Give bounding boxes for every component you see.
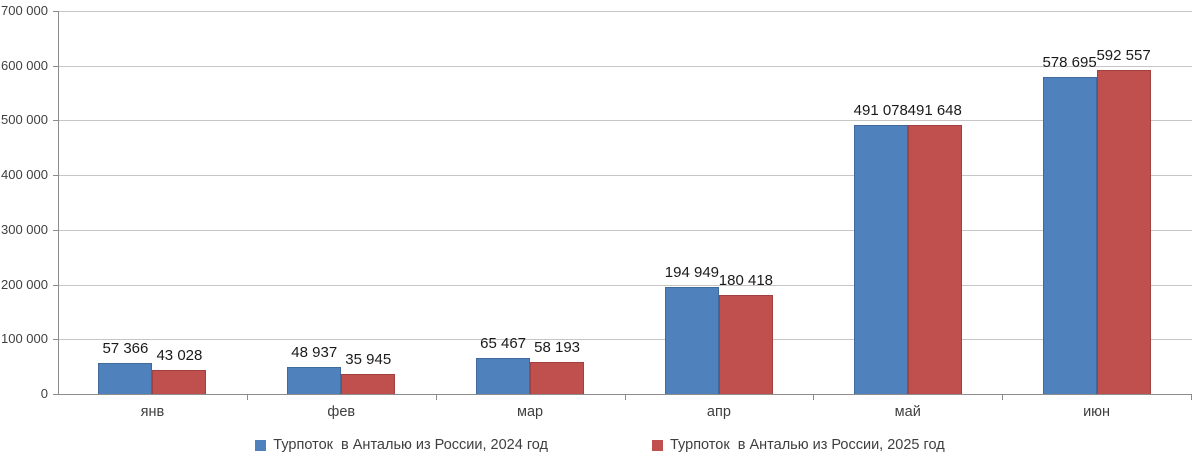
category-label-мар: мар: [517, 404, 544, 420]
legend-label: Турпоток в Анталью из России, 2024 год: [273, 437, 548, 453]
bar-2024-фев: [287, 367, 342, 394]
data-label-2024-фев: 48 937: [291, 344, 338, 362]
bar-2024-май: [853, 125, 908, 394]
x-axis-tick: [435, 395, 437, 400]
data-label-2024-май: 491 078: [853, 102, 908, 120]
data-label-2025-янв: 43 028: [156, 347, 203, 365]
data-label-2024-янв: 57 366: [102, 339, 149, 357]
y-axis-label: 600 000: [1, 57, 48, 73]
data-label-2024-апр: 194 949: [664, 264, 720, 282]
y-axis-tick: [53, 65, 58, 67]
category-label-янв: янв: [140, 404, 165, 420]
gridline-400000: [59, 175, 1192, 177]
y-axis-tick: [53, 175, 58, 177]
legend-marker-icon: [652, 439, 663, 451]
x-axis-tick: [624, 395, 626, 400]
data-label-2025-июн: 592 557: [1096, 46, 1151, 64]
y-axis-tick: [53, 11, 58, 12]
data-label-2025-май: 491 648: [907, 101, 962, 119]
y-axis-tick: [53, 284, 58, 286]
data-label-2024-июн: 578 695: [1042, 54, 1097, 72]
y-axis-label: 400 000: [1, 167, 48, 183]
legend-item-2024: Турпоток в Анталью из России, 2024 год: [255, 436, 548, 454]
bar-2025-апр: [718, 295, 773, 394]
bar-2025-мар: [530, 362, 585, 394]
data-label-2025-апр: 180 418: [718, 272, 774, 290]
y-axis-label: 500 000: [1, 112, 48, 128]
y-axis-label: 200 000: [1, 276, 48, 292]
bar-2024-апр: [664, 287, 719, 394]
bar-2025-июн: [1096, 69, 1151, 394]
x-axis-tick: [1191, 395, 1192, 400]
y-axis-label: 0: [40, 386, 48, 401]
plot-area: [58, 11, 1192, 395]
y-axis-tick: [53, 120, 58, 122]
y-axis-tick: [53, 339, 58, 341]
y-axis-label: 100 000: [1, 331, 48, 347]
bar-2024-июн: [1042, 77, 1097, 394]
gridline-600000: [59, 65, 1192, 67]
category-label-май: май: [894, 404, 921, 420]
bar-2025-фев: [341, 374, 396, 394]
gridline-200000: [59, 284, 1192, 286]
bar-2025-янв: [152, 370, 207, 394]
legend: Турпоток в Анталью из России, 2024 год Ту…: [0, 436, 1200, 454]
data-label-2025-фев: 35 945: [345, 351, 392, 369]
x-axis-tick: [246, 395, 248, 400]
bar-2024-янв: [98, 362, 153, 394]
data-label-2025-мар: 58 193: [534, 339, 581, 357]
legend-item-2025: Турпоток в Анталью из России, 2025 год: [652, 436, 945, 454]
data-label-2024-мар: 65 467: [480, 335, 527, 353]
category-label-апр: апр: [706, 404, 731, 420]
category-label-фев: фев: [327, 404, 356, 420]
y-axis-label: 300 000: [1, 221, 48, 237]
y-axis-label: 700 000: [1, 3, 48, 18]
legend-label: Турпоток в Анталью из России, 2025 год: [670, 437, 945, 453]
bar-2025-май: [907, 124, 962, 394]
y-axis-tick: [53, 394, 58, 395]
y-axis-tick: [53, 229, 58, 231]
gridline-300000: [59, 229, 1192, 231]
bar-2024-мар: [476, 358, 531, 394]
x-axis-tick: [1002, 395, 1004, 400]
category-label-июн: июн: [1083, 404, 1111, 420]
x-axis-tick: [813, 395, 815, 400]
legend-marker-icon: [255, 439, 267, 451]
gridline-500000: [59, 120, 1192, 122]
gridline-700000: [59, 11, 1192, 12]
gridline-100000: [59, 339, 1192, 341]
